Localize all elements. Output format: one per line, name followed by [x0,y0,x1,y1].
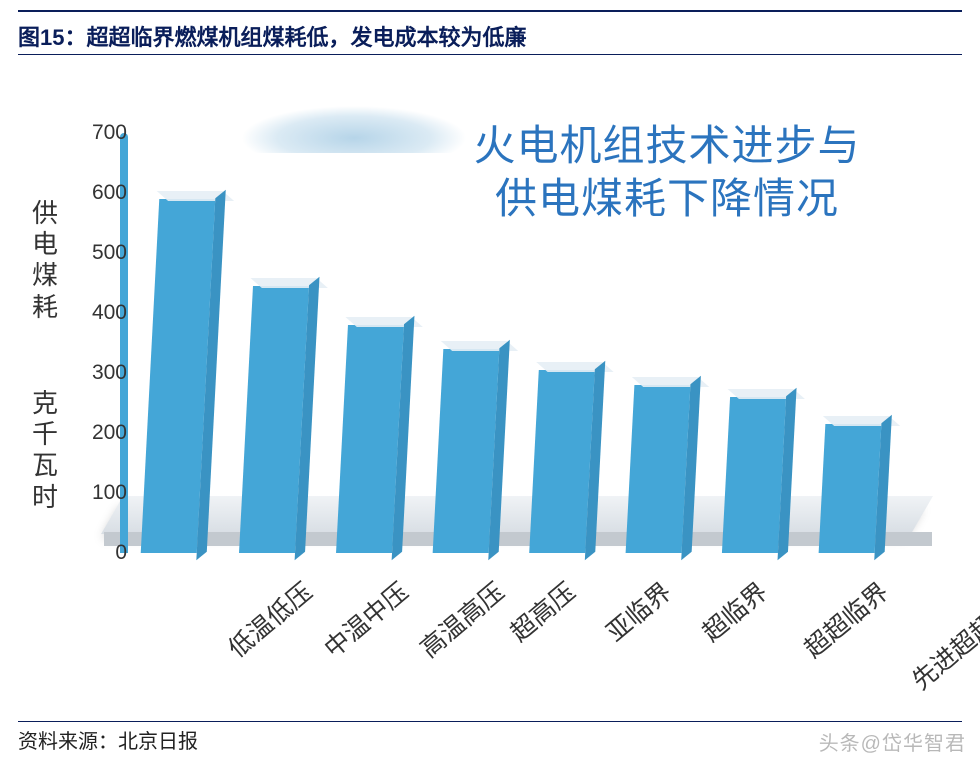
x-label: 先进超超临界 [903,573,980,697]
bars-container [150,133,920,553]
x-label: 超临界 [694,573,775,649]
y-tick: 400 [77,301,127,325]
y-tick: 300 [77,361,127,385]
figure-title: 图15：超超临界燃煤机组煤耗低，发电成本较为低廉 [18,20,526,52]
bar [336,325,404,553]
bar [626,385,691,553]
x-label: 高温高压 [411,573,511,665]
bar [433,349,500,553]
source-label: 资料来源： [18,731,118,753]
x-label: 超高压 [502,573,583,649]
plot-area: 0100200300400500600700 [130,133,920,553]
bar [529,370,595,553]
y-axis-unit: 克千瓦时 [30,388,60,513]
y-axis-label: 供电煤耗 [30,198,60,323]
bar [819,424,882,553]
x-label: 中温中压 [315,573,415,665]
y-tick: 100 [77,481,127,505]
y-tick: 0 [77,541,127,565]
y-tick: 600 [77,181,127,205]
bar [239,286,309,553]
header-rule-top [18,10,962,12]
y-tick: 500 [77,241,127,265]
source-value: 北京日报 [118,731,198,753]
y-tick: 700 [77,121,127,145]
footer-rule [18,721,962,722]
bar [722,397,786,553]
header-rule-bottom [18,54,962,55]
x-label: 超超临界 [795,573,895,665]
chart-area: 火电机组技术进步与 供电煤耗下降情况 供电煤耗 克千瓦时 01002003004… [30,78,950,658]
y-tick: 200 [77,421,127,445]
bar [141,199,216,553]
x-label: 亚临界 [598,573,679,649]
x-labels: 低温低压中温中压高温高压超高压亚临界超临界超超临界先进超超临界 [138,573,938,693]
x-label: 低温低压 [219,573,319,665]
y-ticks: 0100200300400500600700 [82,133,127,553]
source-line: 资料来源：北京日报 [18,725,198,754]
watermark: 头条@岱华智君 [819,727,966,756]
